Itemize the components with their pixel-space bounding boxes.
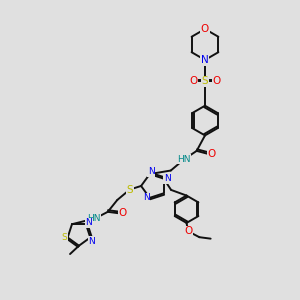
Text: O: O <box>190 76 198 86</box>
Text: N: N <box>164 174 171 183</box>
Text: N: N <box>88 237 95 246</box>
Text: S: S <box>127 184 133 194</box>
Text: N: N <box>85 218 92 227</box>
Text: HN: HN <box>87 214 101 223</box>
Text: HN: HN <box>177 155 191 164</box>
Text: O: O <box>118 208 127 218</box>
Text: N: N <box>148 167 154 176</box>
Text: O: O <box>207 149 216 159</box>
Text: O: O <box>212 76 220 86</box>
Text: N: N <box>143 193 149 202</box>
Text: O: O <box>184 226 192 236</box>
Text: S: S <box>202 76 208 86</box>
Text: S: S <box>61 233 67 242</box>
Text: N: N <box>201 55 209 65</box>
Text: O: O <box>201 24 209 34</box>
